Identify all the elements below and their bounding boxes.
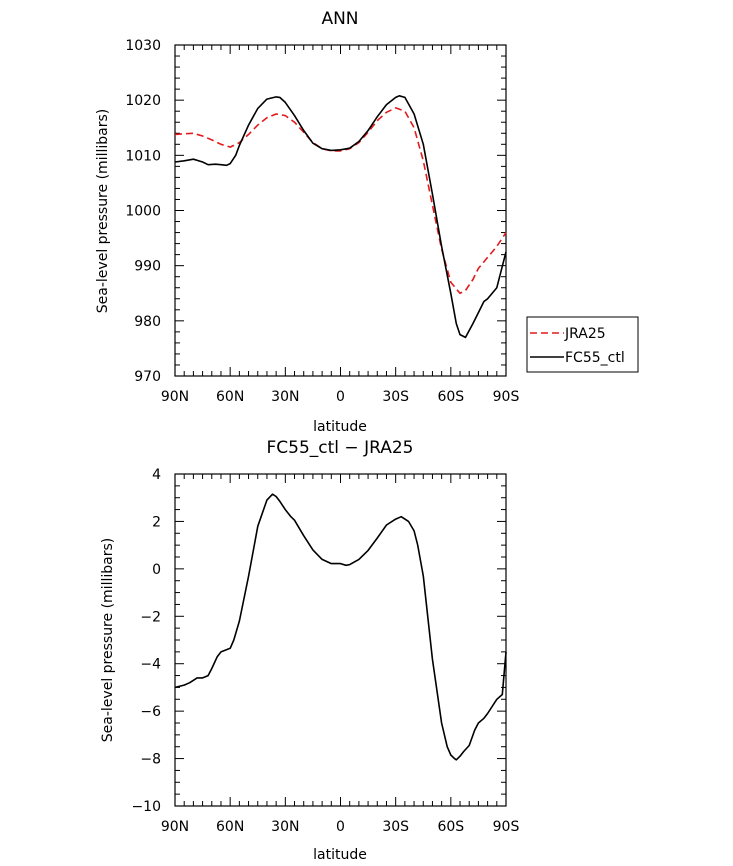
top-chart: ANN 90N 60N 30N 0 30S 60S 90S 970 980 990 1000 1010… xyxy=(95,9,639,435)
top-x-tick-label: 0 xyxy=(336,389,345,405)
top-series-line-fc55-ctl xyxy=(174,95,507,339)
bottom-x-tick-label: 60S xyxy=(437,819,464,835)
bottom-x-tick-label: 30N xyxy=(271,819,299,835)
bottom-x-tick-label: 90N xyxy=(161,819,189,835)
top-x-tick-label: 90S xyxy=(493,389,520,405)
bottom-x-tick-label: 0 xyxy=(336,819,345,835)
top-y-tick-label: 1000 xyxy=(125,204,161,220)
bottom-y-tick-label: −10 xyxy=(131,799,161,815)
legend-label-fc55-ctl: FC55_ctl xyxy=(565,350,625,366)
top-plot-frame xyxy=(174,44,507,377)
top-x-tick-label: 60N xyxy=(216,389,244,405)
top-y-tick-label: 970 xyxy=(134,369,161,385)
top-series-line-jra25 xyxy=(174,107,507,295)
top-x-tick-label: 30S xyxy=(382,389,409,405)
bottom-y-tick-label: −6 xyxy=(140,704,161,720)
top-axis-ticks: 90N 60N 30N 0 30S 60S 90S 970 980 990 1000 1010 1020… xyxy=(125,38,519,405)
bottom-x-tick-label: 60N xyxy=(216,819,244,835)
legend-label-jra25: JRA25 xyxy=(564,326,606,342)
top-y-tick-label: 990 xyxy=(134,259,161,275)
top-y-tick-label: 1020 xyxy=(125,93,161,109)
bottom-x-tick-label: 30S xyxy=(382,819,409,835)
legend-box xyxy=(526,316,639,373)
bottom-chart-title: FC55_ctl − JRA25 xyxy=(267,438,414,458)
bottom-plot-frame xyxy=(174,473,507,807)
top-legend: JRA25 FC55_ctl xyxy=(526,316,639,373)
bottom-chart: FC55_ctl − JRA25 90N 60N 30N 0 30S 60S 90S −10 −… xyxy=(100,438,519,863)
bottom-y-tick-label: 4 xyxy=(152,467,161,483)
top-series-lines xyxy=(174,95,507,339)
bottom-series-line-difference xyxy=(174,493,507,761)
top-x-axis-label: latitude xyxy=(313,419,367,435)
bottom-x-tick-label: 90S xyxy=(493,819,520,835)
bottom-axis-ticks: 90N 60N 30N 0 30S 60S 90S −10 −8 −6 −4 −2 0 2 4 xyxy=(131,467,519,835)
top-x-tick-label: 60S xyxy=(437,389,464,405)
top-y-tick-label: 980 xyxy=(134,314,161,330)
top-y-axis-label: Sea-level pressure (millibars) xyxy=(95,109,111,313)
bottom-y-tick-label: −2 xyxy=(140,609,161,625)
top-x-tick-label: 30N xyxy=(271,389,299,405)
bottom-y-tick-label: −8 xyxy=(140,752,161,768)
bottom-series-lines xyxy=(174,493,507,761)
bottom-y-axis-label: Sea-level pressure (millibars) xyxy=(100,538,116,742)
top-x-tick-label: 90N xyxy=(161,389,189,405)
bottom-y-tick-label: 0 xyxy=(152,562,161,578)
top-chart-title: ANN xyxy=(321,9,358,29)
bottom-y-tick-label: −4 xyxy=(140,657,161,673)
top-y-tick-label: 1030 xyxy=(125,38,161,54)
bottom-x-axis-label: latitude xyxy=(313,847,367,863)
top-y-tick-label: 1010 xyxy=(125,148,161,164)
bottom-y-tick-label: 2 xyxy=(152,514,161,530)
